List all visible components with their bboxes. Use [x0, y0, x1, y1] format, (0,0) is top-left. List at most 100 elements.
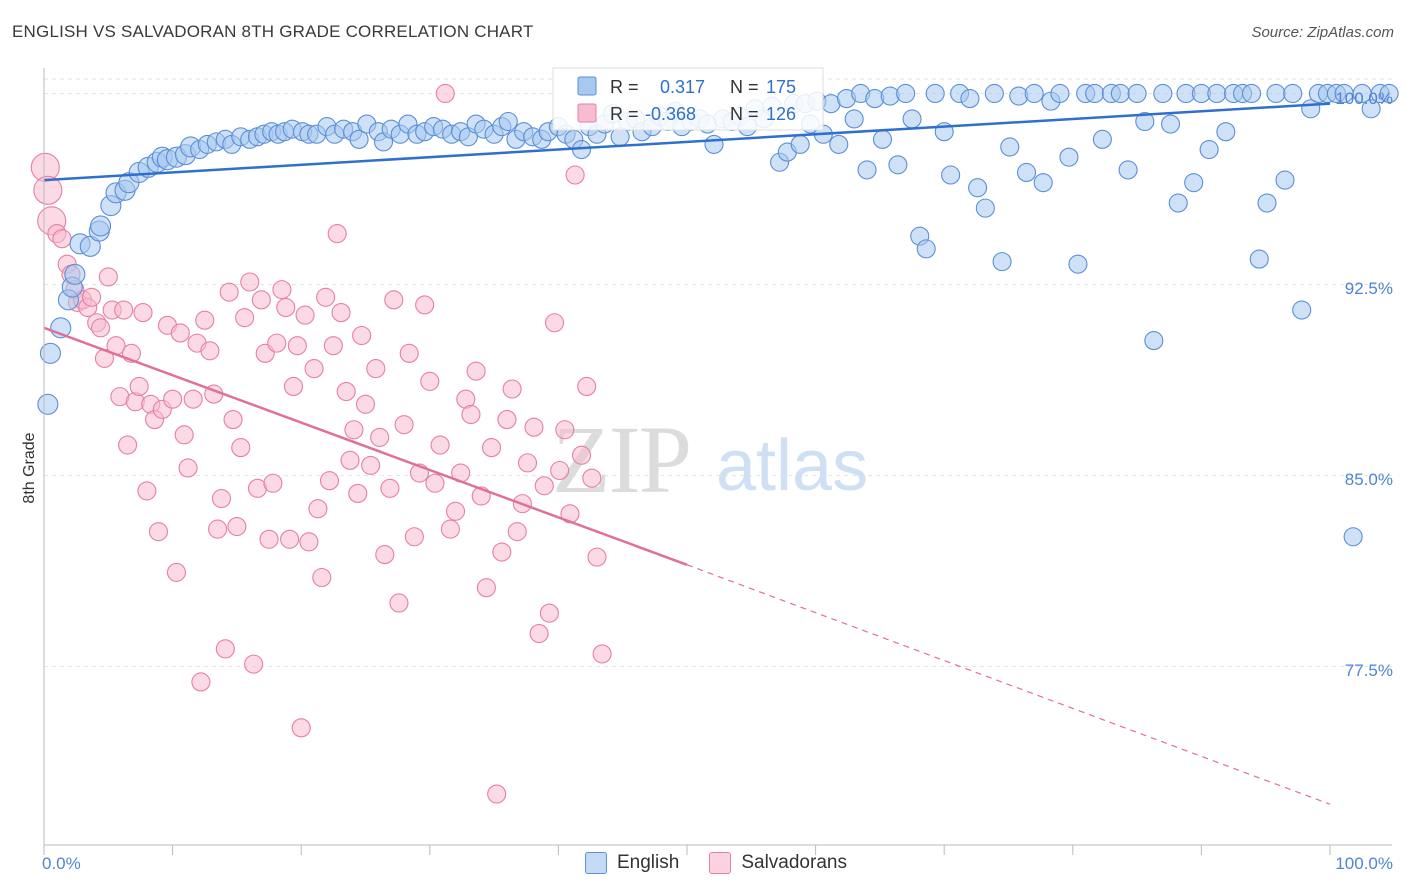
salvadoran-points: [30, 83, 612, 804]
english-point: [1127, 83, 1147, 104]
stats-legend: R = 0.317 N = 175 R = -0.368 N = 126: [552, 67, 824, 131]
english-point: [975, 198, 995, 218]
legend-n-value-salvadorans: 126: [766, 104, 796, 124]
salvadoran-point: [348, 483, 368, 503]
salvadoran-point: [502, 379, 522, 399]
english-point: [704, 134, 724, 154]
english-point: [896, 83, 916, 104]
stats-legend-box: [552, 67, 824, 131]
english-point: [1050, 83, 1070, 104]
salvadoran-point: [299, 532, 319, 552]
trend-lines: [43, 102, 1331, 805]
y-tick-label-100: 100.0%: [1335, 89, 1393, 108]
salvadoran-point: [399, 343, 419, 363]
english-point: [1160, 114, 1181, 134]
salvadoran-point: [223, 410, 243, 430]
salvadoran-point: [366, 359, 386, 379]
salvadoran-point: [91, 318, 111, 338]
salvadoran-point: [280, 529, 300, 549]
salvadoran-point: [148, 522, 169, 542]
english-point: [1216, 122, 1236, 142]
salvadoran-point: [415, 295, 435, 315]
salvadoran-point: [487, 784, 507, 804]
salvadoran-point: [435, 83, 455, 104]
english-point: [1379, 83, 1399, 104]
english-point: [1092, 129, 1112, 149]
english-point: [1085, 83, 1105, 104]
bottom-legend-item-english[interactable]: English: [585, 852, 679, 874]
english-point: [960, 89, 980, 109]
salvadoran-point: [384, 290, 404, 310]
bottom-legend-label-salvadorans: Salvadorans: [741, 852, 847, 873]
english-point: [1207, 83, 1227, 104]
x-tick-label-max: 100.0%: [1335, 854, 1393, 873]
legend-r-value-salvadorans: -0.368: [645, 104, 696, 124]
english-point: [349, 129, 369, 149]
english-point: [498, 111, 518, 132]
english-point: [1257, 193, 1277, 213]
salvadoran-point: [183, 389, 203, 409]
english-point: [1135, 111, 1155, 132]
salvadoran-point: [550, 460, 570, 481]
salvadoran-point: [352, 325, 372, 346]
y-axis-label: 8th Grade: [21, 432, 38, 503]
english-point: [1068, 254, 1088, 274]
bottom-legend: English Salvadorans: [585, 852, 867, 874]
salvadoran-point: [319, 471, 340, 491]
english-point: [1343, 527, 1363, 547]
salvadoran-point: [420, 371, 440, 391]
salvadoran-point: [517, 453, 538, 473]
salvadoran-point: [323, 336, 343, 356]
salvadoran-point: [544, 313, 565, 333]
salvadoran-point: [251, 290, 271, 310]
salvadoran-point: [524, 417, 544, 437]
english-point: [872, 129, 893, 149]
axes: [43, 68, 1392, 855]
salvadoran-point: [587, 547, 607, 567]
salvadoran-point: [336, 381, 356, 402]
english-point: [1168, 193, 1188, 213]
salvadoran-point: [440, 519, 460, 539]
english-point: [1110, 83, 1130, 104]
english-point: [941, 165, 961, 185]
y-tick-label-77-5: 77.5%: [1345, 661, 1393, 680]
english-point: [984, 83, 1004, 104]
english-point: [790, 134, 810, 154]
salvadoran-point: [565, 165, 585, 185]
salvadoran-point: [178, 458, 198, 478]
salvadoran-point: [497, 410, 517, 430]
salvadoran-point: [287, 336, 307, 356]
salvadoran-point: [404, 527, 424, 547]
salvadoran-point: [227, 517, 247, 537]
salvadoran-point: [259, 529, 279, 549]
salvadoran-point: [200, 341, 220, 361]
salvadoran-point: [394, 415, 414, 435]
bottom-legend-item-salvadorans[interactable]: Salvadorans: [709, 852, 847, 874]
salvadoran-point: [163, 389, 183, 409]
salvadoran-point: [461, 404, 481, 425]
salvadoran-point: [507, 522, 527, 542]
english-point: [39, 342, 61, 364]
salvadoran-trend-extension: [686, 564, 1331, 805]
legend-r-label-salvadorans: R =: [610, 104, 639, 124]
salvadoran-point: [344, 420, 364, 440]
english-point: [888, 155, 908, 175]
salvadoran-point: [355, 394, 376, 414]
salvadoran-point: [340, 450, 360, 470]
salvadoran-point: [98, 267, 118, 287]
english-point: [992, 252, 1012, 272]
salvadoran-point: [389, 593, 409, 613]
salvadoran-point: [208, 519, 228, 539]
english-point: [64, 263, 86, 285]
salvadoran-point: [118, 435, 138, 455]
english-point: [1361, 99, 1381, 119]
salvadoran-point: [114, 300, 134, 320]
salvadoran-point: [244, 654, 264, 674]
salvadoran-point: [380, 478, 400, 498]
salvadoran-point: [211, 488, 232, 509]
salvadoran-point: [316, 287, 336, 307]
salvadoran-point: [215, 639, 235, 659]
salvadoran-trend-line: [43, 326, 688, 566]
english-trend-line: [43, 102, 1331, 182]
